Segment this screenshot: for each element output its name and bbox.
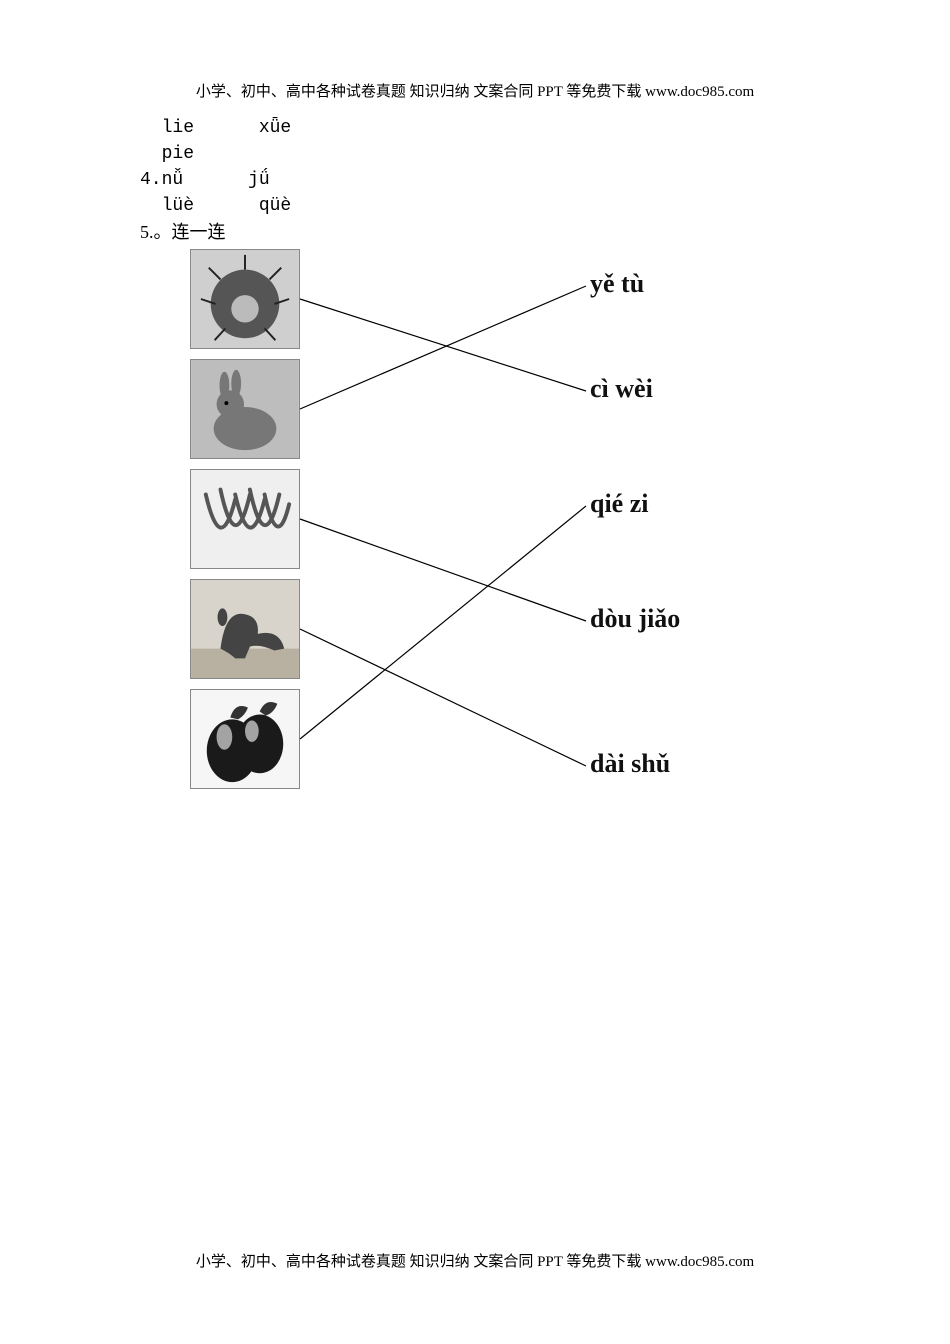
matching-diagram: yě tù cì wèi qié zi dòu jiǎo dài shǔ xyxy=(190,249,750,809)
image-rabbit xyxy=(190,359,300,459)
image-kangaroo xyxy=(190,579,300,679)
page: 小学、初中、高中各种试卷真题 知识归纳 文案合同 PPT 等免费下载 www.d… xyxy=(0,0,950,1344)
word-doujiao: dòu jiǎo xyxy=(590,604,680,634)
text-line-5: 5.。连一连 xyxy=(140,219,820,245)
content-block: lie xǖe pie 4.nǚ jǘ lüè qüè 5.。连一连 xyxy=(140,115,820,809)
image-beans xyxy=(190,469,300,569)
page-footer: 小学、初中、高中各种试卷真题 知识归纳 文案合同 PPT 等免费下载 www.d… xyxy=(0,1250,950,1271)
text-line-3: 4.nǚ jǘ xyxy=(140,167,820,193)
page-header: 小学、初中、高中各种试卷真题 知识归纳 文案合同 PPT 等免费下载 www.d… xyxy=(0,80,950,101)
word-ciwei: cì wèi xyxy=(590,374,653,404)
word-daishu: dài shǔ xyxy=(590,749,670,779)
text-line-2: pie xyxy=(140,141,820,167)
word-yetu: yě tù xyxy=(590,269,644,299)
image-hedgehog xyxy=(190,249,300,349)
word-qiezi: qié zi xyxy=(590,489,649,519)
text-line-1: lie xǖe xyxy=(140,115,820,141)
text-line-4: lüè qüè xyxy=(140,193,820,219)
image-eggplant xyxy=(190,689,300,789)
